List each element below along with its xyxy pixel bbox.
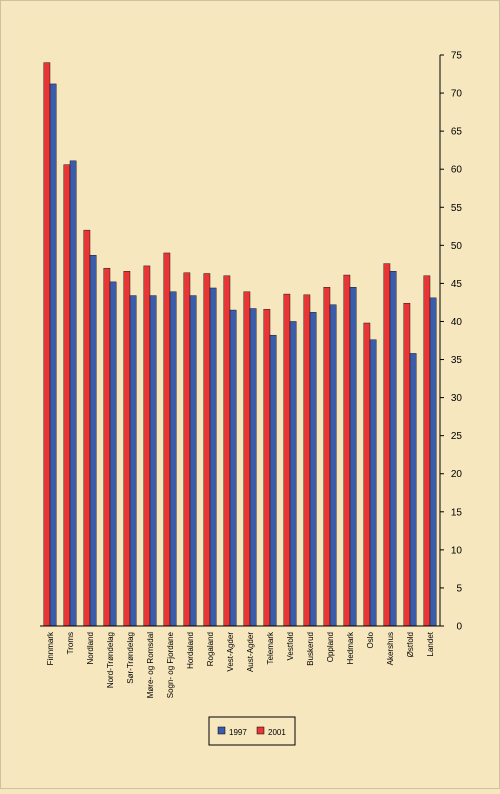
x-tick-label-2: Nordland — [86, 632, 95, 664]
y-tick-label-3: 15 — [451, 507, 463, 518]
x-tick-label-9: Vest-Agder — [226, 632, 235, 672]
bar-1997-12 — [289, 321, 297, 627]
legend-label-2001: 2001 — [268, 728, 286, 737]
bar-2001-9 — [223, 275, 231, 627]
y-tick-label-15: 75 — [451, 51, 463, 62]
bars-group — [43, 62, 437, 627]
x-tick-label-10: Aust-Agder — [246, 632, 255, 672]
x-tick-label-8: Rogaland — [206, 632, 215, 666]
y-tick-label-2: 10 — [451, 545, 463, 556]
bar-2001-6 — [163, 252, 171, 627]
bar-2001-12 — [283, 293, 291, 627]
y-tick-label-13: 65 — [451, 127, 463, 138]
x-tick-label-3: Nord-Trøndelag — [106, 632, 115, 688]
plot-area — [40, 55, 440, 626]
legend: 1997 2001 — [208, 716, 296, 746]
bar-1997-0 — [49, 83, 57, 627]
bar-2001-7 — [183, 272, 191, 627]
bar-1997-1 — [69, 160, 77, 627]
bar-1997-9 — [229, 309, 237, 627]
bar-2001-11 — [263, 309, 271, 627]
bar-2001-15 — [343, 274, 351, 627]
x-tick-label-18: Østfold — [406, 632, 415, 657]
bar-2001-1 — [63, 164, 71, 627]
bar-2001-10 — [243, 291, 251, 627]
y-tick-label-8: 40 — [451, 317, 463, 328]
bar-2001-0 — [43, 62, 51, 627]
x-tick-label-0: Finnmark — [46, 631, 55, 665]
x-tick-label-15: Hedmark — [346, 631, 355, 664]
x-tick-label-16: Oslo — [366, 631, 375, 648]
y-tick-label-14: 70 — [451, 89, 463, 100]
legend-swatch-1997 — [217, 726, 226, 735]
legend-swatch-2001 — [256, 726, 265, 735]
bar-2001-2 — [83, 229, 91, 627]
bar-1997-15 — [349, 287, 357, 627]
x-tick-label-17: Akershus — [386, 632, 395, 665]
y-tick-label-12: 60 — [451, 165, 463, 176]
bar-1997-8 — [209, 287, 217, 627]
y-ticks-group: 0 5 10 15 20 25 30 35 40 45 50 55 60 65 70 75 — [440, 51, 462, 633]
bar-1997-10 — [249, 308, 257, 627]
bar-1997-19 — [429, 297, 437, 627]
x-tick-label-6: Sogn- og Fjordane — [166, 631, 175, 698]
y-tick-label-4: 20 — [451, 469, 463, 480]
y-tick-label-11: 55 — [451, 203, 463, 214]
bar-2001-13 — [303, 294, 311, 627]
bar-2001-14 — [323, 287, 331, 627]
y-tick-label-0: 0 — [456, 622, 462, 633]
bar-1997-14 — [329, 304, 337, 627]
bar-2001-18 — [403, 302, 411, 627]
y-tick-label-5: 25 — [451, 431, 463, 442]
bar-1997-7 — [189, 295, 197, 627]
x-tick-label-14: Oppland — [326, 632, 335, 662]
y-tick-label-9: 45 — [451, 279, 463, 290]
bar-2001-5 — [143, 265, 151, 627]
y-tick-label-1: 5 — [456, 583, 462, 594]
bar-2001-17 — [383, 263, 391, 627]
y-tick-label-6: 30 — [451, 393, 463, 404]
bar-2001-4 — [123, 271, 131, 627]
bar-2001-19 — [423, 275, 431, 627]
bar-1997-6 — [169, 291, 177, 627]
bar-1997-4 — [129, 295, 137, 627]
bar-1997-5 — [149, 295, 157, 627]
x-tick-label-5: Møre- og Romsdal — [146, 632, 155, 698]
x-tick-label-13: Buskerud — [306, 632, 315, 666]
bar-1997-18 — [409, 353, 417, 627]
x-tick-label-4: Sør-Trøndelag — [126, 632, 135, 684]
bar-2001-8 — [203, 273, 211, 627]
x-tick-label-1: Troms — [66, 632, 75, 654]
x-labels-group: Finnmark Troms Nordland Nord-Trøndelag Sør-T… — [46, 631, 435, 698]
bar-1997-3 — [109, 281, 117, 627]
bar-1997-11 — [269, 334, 277, 627]
x-tick-label-11: Telemark — [266, 631, 275, 664]
bar-2001-16 — [363, 322, 371, 627]
x-tick-label-12: Vestfold — [286, 632, 295, 660]
y-tick-label-10: 50 — [451, 241, 463, 252]
bar-2001-3 — [103, 267, 111, 627]
bar-1997-17 — [389, 271, 397, 627]
x-tick-label-7: Hordaland — [186, 632, 195, 669]
bar-1997-16 — [369, 339, 377, 627]
legend-label-1997: 1997 — [229, 728, 247, 737]
x-tick-label-19: Landet — [426, 631, 435, 656]
bar-1997-13 — [309, 312, 317, 627]
bar-1997-2 — [89, 255, 97, 627]
y-tick-label-7: 35 — [451, 355, 463, 366]
